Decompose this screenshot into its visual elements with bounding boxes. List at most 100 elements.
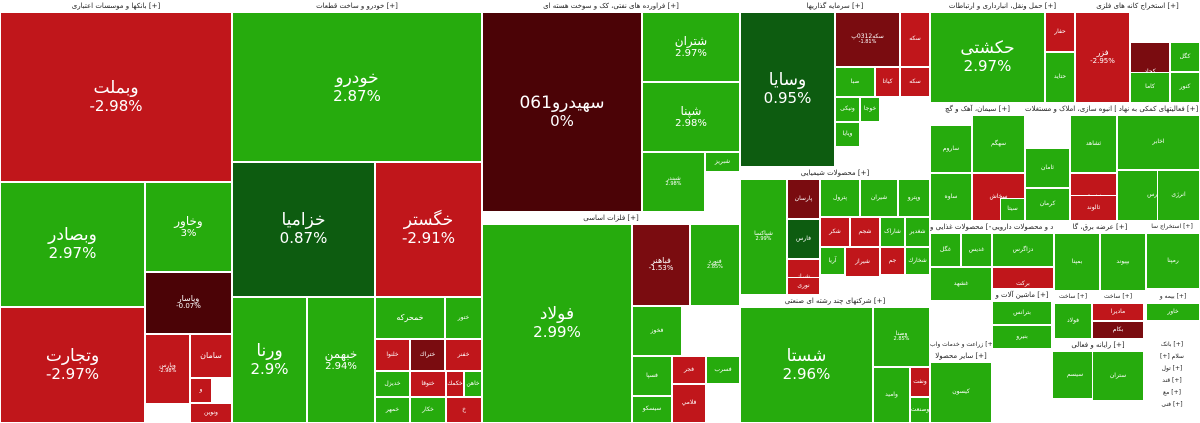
stock-tile[interactable]: حکشتی 2.97% <box>930 12 1045 103</box>
sector-header[interactable]: خودرو و ساخت قطعات [+] <box>232 0 482 12</box>
stock-tile[interactable]: سکه0312پ -1.81% <box>835 12 900 67</box>
sector-header[interactable]: محصولات شیمیایی [+] <box>740 167 930 179</box>
stock-tile[interactable]: وخاور 3% <box>145 182 232 272</box>
stock-tile[interactable]: شبندر 2.98% <box>642 152 705 212</box>
stock-tile[interactable]: خكمك <box>446 371 464 397</box>
stock-tile[interactable]: وپارس -2.98% <box>145 334 190 404</box>
stock-tile[interactable]: شتران 2.97% <box>642 12 740 82</box>
stock-tile[interactable]: بنیرو <box>992 325 1052 349</box>
stock-tile[interactable]: ساوه <box>930 173 972 221</box>
stock-tile[interactable]: خودرو 2.87% <box>232 12 482 162</box>
stock-tile[interactable]: صبا <box>835 67 875 97</box>
stock-tile[interactable]: حفار <box>1045 12 1075 52</box>
sector-header[interactable]: بیمه و [+] <box>1146 291 1200 303</box>
sector-header[interactable]: استخراج سا [+] <box>1144 221 1200 233</box>
stock-tile[interactable]: کنور <box>1170 72 1200 103</box>
sector-header[interactable]: مع [+] <box>1144 387 1200 399</box>
stock-tile[interactable]: سهیدرو061 0% <box>482 12 642 212</box>
stock-tile[interactable]: فجر <box>672 356 706 384</box>
stock-tile[interactable]: و <box>190 378 212 403</box>
stock-tile[interactable]: شپاکسا 2.99% <box>740 179 787 295</box>
stock-tile[interactable]: بمپنا <box>1054 233 1100 291</box>
stock-tile[interactable]: خاهن <box>464 371 482 397</box>
stock-tile[interactable]: خبهمن 2.94% <box>307 297 375 423</box>
sector-header[interactable]: ساخت [+] <box>1054 291 1092 303</box>
sector-header[interactable]: فنی [+] <box>1144 399 1200 411</box>
stock-tile[interactable]: سامان <box>190 334 232 378</box>
stock-tile[interactable]: بكام <box>1092 321 1144 339</box>
stock-tile[interactable]: غدیس <box>961 233 992 267</box>
stock-tile[interactable]: وپترو <box>898 179 930 217</box>
sector-header[interactable]: رایانه و فعالی [+] <box>1052 339 1144 351</box>
sector-header[interactable]: شرکتهای چند رشته ای صنعتی [+] <box>740 295 930 307</box>
stock-tile[interactable]: فولاد <box>1054 303 1092 339</box>
stock-tile[interactable]: کیاتا <box>875 67 900 97</box>
stock-tile[interactable]: شجم <box>850 217 880 247</box>
stock-tile[interactable]: سکه <box>900 12 930 67</box>
stock-tile[interactable]: ختور <box>445 297 482 339</box>
sector-header[interactable]: قند [+] <box>1144 375 1200 387</box>
stock-tile[interactable]: ونیکی <box>835 97 860 122</box>
sector-header[interactable]: ماشین آلات و [+] <box>992 289 1052 301</box>
sector-header[interactable]: زراعت و خدمات واب [+] <box>930 339 992 351</box>
stock-tile[interactable]: خگستر -2.91% <box>375 162 482 297</box>
stock-tile[interactable]: شخارك <box>905 247 930 275</box>
stock-tile[interactable]: وامید <box>873 367 910 423</box>
stock-tile[interactable]: وبصادر 2.97% <box>0 182 145 307</box>
stock-tile[interactable]: ثالوند <box>1070 195 1117 221</box>
stock-tile[interactable]: فلامي <box>672 384 706 423</box>
stock-tile[interactable]: شبریز <box>705 152 740 172</box>
stock-tile[interactable]: ونوین <box>190 403 232 423</box>
stock-tile[interactable]: شغدیر <box>905 217 930 247</box>
sector-header[interactable]: تول [+] <box>1144 363 1200 375</box>
stock-tile[interactable]: آریا <box>820 247 845 275</box>
sector-header[interactable]: مواد و محصولات دارویی [+] <box>992 221 1054 233</box>
stock-tile[interactable]: خمهر <box>375 397 410 423</box>
stock-tile[interactable]: ونفت <box>910 367 930 397</box>
stock-tile[interactable]: ثامان <box>1025 148 1070 188</box>
stock-tile[interactable]: سیتا <box>1000 198 1025 221</box>
stock-tile[interactable]: شپنا 2.98% <box>642 82 740 152</box>
stock-tile[interactable]: خمحرکه <box>375 297 445 339</box>
stock-tile[interactable]: ختوقا <box>410 371 446 397</box>
sector-header[interactable]: انبوه سازی، املاک و مستغلات [+] <box>1025 103 1117 115</box>
sector-header[interactable]: [+] سلام <box>1144 351 1200 363</box>
stock-tile[interactable]: وبملت -2.98% <box>0 12 232 182</box>
stock-tile[interactable]: شستا 2.96% <box>740 307 873 423</box>
stock-tile[interactable]: فزر -2.95% <box>1075 12 1130 103</box>
stock-tile[interactable]: سیسم <box>1052 351 1098 399</box>
stock-tile[interactable]: فنورد 2.85% <box>690 224 740 306</box>
stock-tile[interactable]: فباهنر -1.53% <box>632 224 690 306</box>
stock-tile[interactable]: بپیوند <box>1100 233 1146 291</box>
stock-tile[interactable]: اخابر <box>1117 115 1200 170</box>
stock-tile[interactable]: خديزل <box>375 371 410 397</box>
stock-tile[interactable]: سیسکو <box>632 396 672 423</box>
stock-tile[interactable]: شیران <box>860 179 898 217</box>
stock-tile[interactable]: پارسان <box>787 179 820 219</box>
stock-tile[interactable]: ورنا 2.9% <box>232 297 307 423</box>
stock-tile[interactable]: نوری <box>787 277 820 295</box>
stock-tile[interactable]: کگل <box>1170 42 1200 72</box>
sector-header[interactable]: استخراج کانه های فلزی [+] <box>1075 0 1200 12</box>
stock-tile[interactable]: فولاد 2.99% <box>482 224 632 423</box>
stock-tile[interactable]: غشهد <box>930 267 992 301</box>
stock-tile[interactable]: کیسون <box>930 362 992 423</box>
sector-header[interactable]: بانکها و موسسات اعتباری [+] <box>0 0 232 12</box>
stock-tile[interactable]: کرمان <box>1025 188 1070 221</box>
stock-tile[interactable]: فسرب <box>706 356 740 384</box>
sector-header[interactable]: عرضه برق، گا [+] <box>1054 221 1146 233</box>
stock-tile[interactable]: وسایا 0.95% <box>740 12 835 167</box>
stock-tile[interactable]: سکه <box>900 67 930 97</box>
sector-header[interactable]: محصولات غذایی و [+] <box>930 221 992 233</box>
stock-tile[interactable]: کاما <box>1130 72 1170 103</box>
stock-tile[interactable]: دزاگرس <box>992 233 1054 267</box>
stock-tile[interactable]: فسپا <box>632 356 672 396</box>
stock-tile[interactable]: ساروم <box>930 125 972 173</box>
sector-header[interactable]: فعالیتهای کمکی به نهاد [+] <box>1117 103 1200 115</box>
stock-tile[interactable]: خلنوا <box>375 339 410 371</box>
stock-tile[interactable]: غگل <box>930 233 961 267</box>
stock-tile[interactable]: ستران <box>1092 351 1144 401</box>
stock-tile[interactable]: خ <box>446 397 482 423</box>
stock-tile[interactable]: فارس <box>787 219 820 259</box>
stock-tile[interactable]: ماديرا <box>1092 303 1144 321</box>
